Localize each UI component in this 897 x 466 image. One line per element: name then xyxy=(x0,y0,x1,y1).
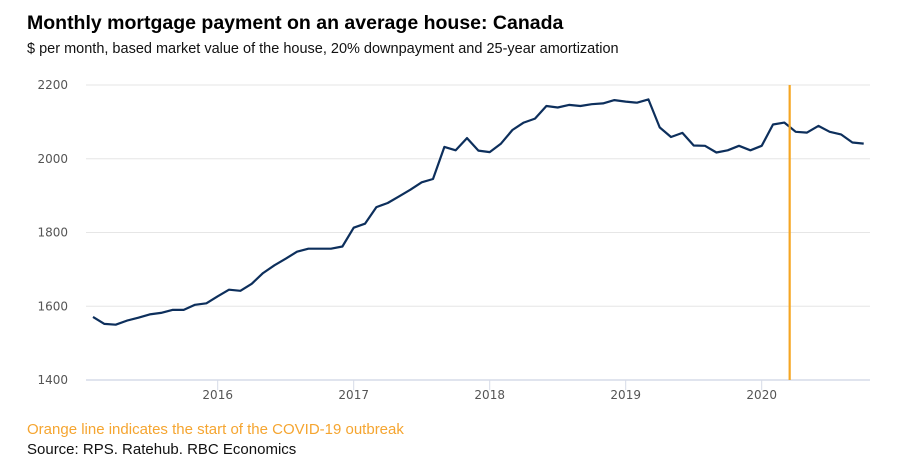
x-axis: 2016 2017 2018 2019 2020 xyxy=(202,380,777,402)
y-tick-label: 2200 xyxy=(37,78,68,92)
x-tick-label: 2016 xyxy=(202,388,233,402)
series-line xyxy=(92,98,864,326)
x-tick-label: 2019 xyxy=(610,388,641,402)
y-axis: 1400 1600 1800 2000 2200 xyxy=(37,78,68,387)
y-tick-label: 1400 xyxy=(37,373,68,387)
series-group xyxy=(92,98,864,326)
x-tick-label: 2020 xyxy=(746,388,777,402)
x-tick-label: 2018 xyxy=(474,388,505,402)
y-tick-label: 2000 xyxy=(37,152,68,166)
covid-annotation-note: Orange line indicates the start of the C… xyxy=(27,421,404,438)
y-tick-label: 1600 xyxy=(37,299,68,313)
source-note: Source: RPS. Ratehub. RBC Economics xyxy=(27,441,297,458)
chart-subtitle: $ per month, based market value of the h… xyxy=(27,41,619,57)
chart-title: Monthly mortgage payment on an average h… xyxy=(27,12,564,34)
gridlines xyxy=(86,84,870,381)
y-tick-label: 1800 xyxy=(37,226,68,240)
x-tick-label: 2017 xyxy=(338,388,369,402)
